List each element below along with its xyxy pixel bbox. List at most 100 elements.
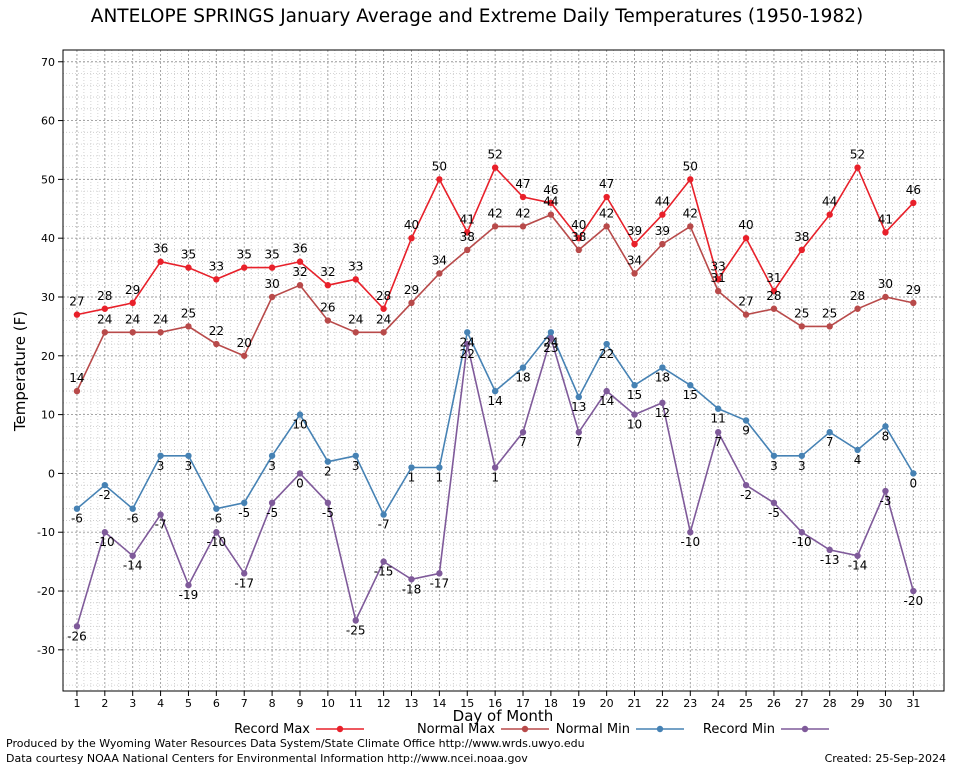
data-label: 22 — [599, 347, 614, 361]
data-label: 9 — [742, 423, 750, 437]
data-point — [129, 505, 136, 512]
data-point — [241, 264, 248, 271]
data-point — [157, 258, 164, 265]
data-label: -5 — [768, 506, 780, 520]
data-point — [101, 481, 109, 489]
data-point — [687, 223, 694, 230]
data-point — [296, 411, 304, 418]
data-label: -5 — [238, 506, 250, 520]
data-label: 34 — [432, 253, 447, 267]
data-point — [352, 329, 359, 336]
data-label: 14 — [69, 371, 84, 385]
data-label: 42 — [487, 206, 502, 220]
data-label: 30 — [878, 277, 893, 291]
data-label: -18 — [402, 582, 422, 596]
data-point — [352, 617, 359, 624]
data-point — [603, 193, 610, 201]
data-point — [882, 487, 889, 495]
data-label: 3 — [352, 459, 360, 473]
footer-data-source: Data courtesy NOAA National Centers for … — [6, 752, 528, 765]
data-point — [101, 529, 109, 536]
x-tick-label: 28 — [823, 697, 837, 710]
data-point — [213, 505, 220, 512]
data-label: 42 — [515, 206, 530, 220]
data-label: 39 — [627, 224, 642, 238]
data-label: 7 — [575, 435, 583, 449]
data-point — [324, 458, 332, 465]
x-tick-label: 23 — [683, 697, 697, 710]
legend-layer: Record Max Normal Max Normal Min Record Min — [234, 722, 829, 737]
data-point — [854, 552, 861, 559]
data-label: 40 — [738, 218, 753, 232]
data-point — [213, 276, 220, 283]
data-label: 3 — [268, 459, 276, 473]
data-point — [380, 558, 387, 565]
data-label: 29 — [404, 283, 419, 297]
x-tick-label: 2 — [101, 697, 108, 710]
data-point — [547, 199, 555, 207]
legend-label: Record Max — [234, 722, 310, 737]
x-tick-label: 14 — [432, 697, 446, 710]
data-point — [241, 570, 248, 577]
data-point — [659, 211, 666, 218]
x-tick-label: 9 — [296, 697, 303, 710]
data-point — [213, 340, 220, 348]
data-point — [268, 264, 276, 271]
data-point — [408, 234, 415, 242]
data-label: 44 — [822, 195, 837, 209]
legend-marker — [336, 725, 344, 733]
data-point — [241, 352, 248, 359]
data-label: -3 — [879, 494, 891, 508]
data-label: -13 — [820, 553, 840, 567]
data-point — [575, 234, 582, 242]
data-point — [380, 511, 387, 518]
x-tick-label: 24 — [711, 697, 725, 710]
data-point — [519, 429, 527, 436]
data-point — [547, 211, 555, 218]
data-label: 28 — [766, 289, 781, 303]
data-point — [714, 287, 722, 295]
x-tick-label: 26 — [767, 697, 781, 710]
data-label: -5 — [266, 506, 278, 520]
data-label: -10 — [792, 535, 812, 549]
y-tick-label: 20 — [41, 350, 55, 363]
data-point — [742, 417, 750, 424]
y-tick-label: 0 — [48, 467, 55, 480]
data-label: 2 — [324, 465, 332, 479]
data-point — [603, 387, 610, 395]
y-tick-label: 60 — [41, 115, 55, 128]
data-label: -17 — [430, 576, 450, 590]
data-point — [324, 499, 332, 507]
data-label: 35 — [237, 248, 252, 262]
data-label: 14 — [487, 394, 502, 408]
data-label: -6 — [210, 512, 222, 526]
data-point — [631, 240, 638, 248]
data-label: 38 — [794, 230, 809, 244]
x-tick-label: 3 — [129, 697, 136, 710]
data-label: 24 — [125, 312, 140, 326]
y-tick-label: 40 — [41, 232, 55, 245]
footer-created-date: Created: 25-Sep-2024 — [824, 752, 946, 765]
data-label: 25 — [822, 306, 837, 320]
data-label: 20 — [237, 336, 252, 350]
x-axis-label: Day of Month — [453, 707, 554, 725]
data-point — [798, 452, 806, 459]
legend-marker — [656, 725, 664, 733]
x-tick-label: 12 — [377, 697, 391, 710]
data-label: -5 — [322, 506, 334, 520]
data-label: 26 — [320, 301, 335, 315]
data-point — [324, 317, 332, 324]
data-label: 46 — [906, 183, 921, 197]
data-label: -2 — [740, 488, 752, 502]
x-tick-label: 10 — [321, 697, 335, 710]
y-tick-label: 70 — [41, 56, 55, 69]
x-tick-label: 30 — [878, 697, 892, 710]
data-point — [547, 329, 555, 336]
data-point — [380, 305, 387, 312]
data-point — [519, 193, 527, 201]
data-label: -2 — [99, 488, 111, 502]
data-label: 1 — [408, 471, 416, 485]
data-point — [491, 223, 499, 230]
data-label: 29 — [125, 283, 140, 297]
